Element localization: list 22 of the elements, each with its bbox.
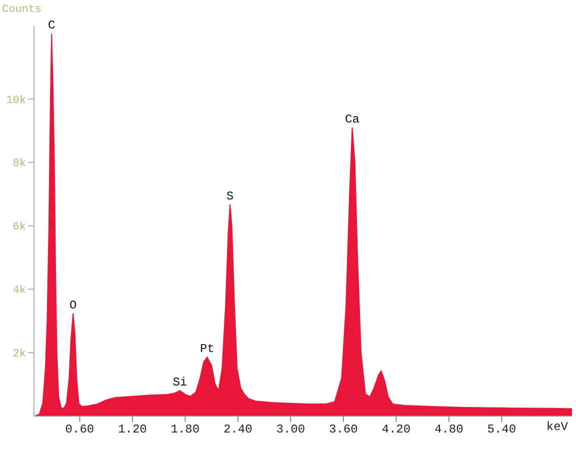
y-tick-label: 6k [12,222,26,234]
x-tick-label: 4.20 [382,422,411,437]
y-tick-label: 10k [6,94,26,107]
x-tick-label: 0.60 [65,422,94,437]
x-tick-label: 2.40 [224,422,252,437]
annotation: O [70,298,77,312]
y-tick-label: 2k [12,348,26,360]
x-axis-title: keV [546,420,568,434]
y-tick-label: 4k [12,285,26,298]
y-axis-title: Counts [2,4,42,16]
x-tick-label: 3.60 [329,422,358,437]
annotation: Pt [200,342,214,356]
x-tick-label: 4.80 [434,422,464,437]
x-tick-label: 1.80 [170,422,200,437]
x-tick-label: 3.00 [276,422,306,437]
x-tick-label: 5.40 [487,422,516,437]
annotation: C [48,18,56,33]
x-tick-label: 1.20 [118,422,147,437]
annotation: Si [172,376,188,390]
annotation: Ca [345,112,360,126]
annotation: S [226,190,234,204]
y-tick-label: 8k [12,158,26,170]
